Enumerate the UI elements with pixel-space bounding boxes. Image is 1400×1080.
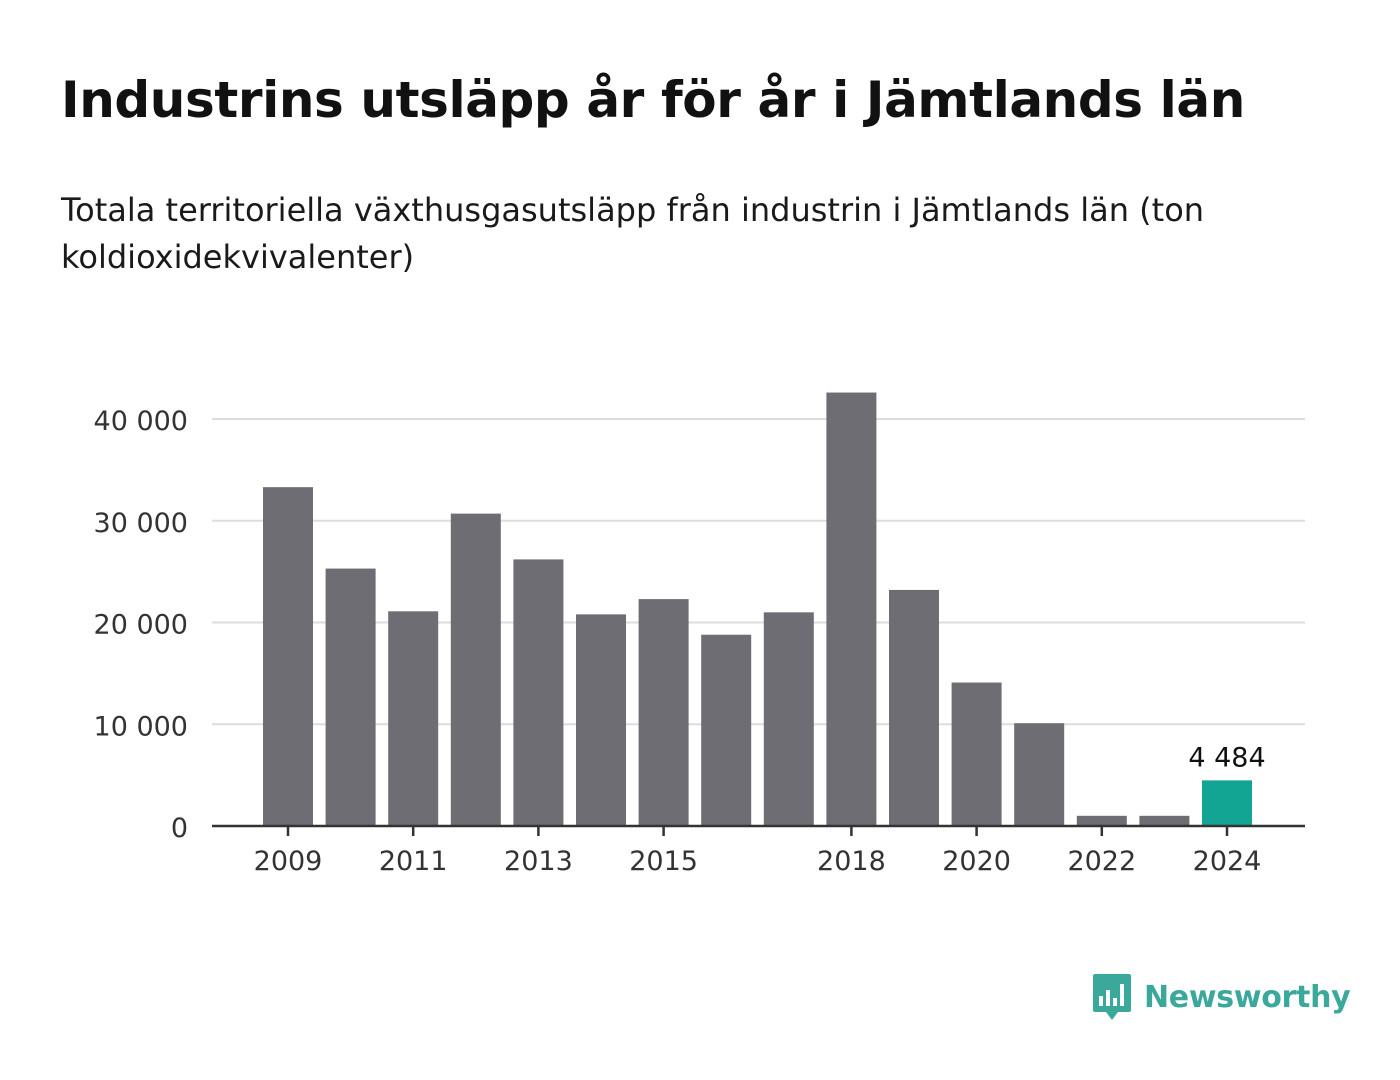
bar-2019 bbox=[889, 589, 939, 826]
bar-2021 bbox=[1014, 723, 1065, 826]
x-tick-label: 2011 bbox=[379, 846, 448, 877]
y-tick-label: 10 000 bbox=[94, 711, 188, 742]
bar-2020 bbox=[951, 682, 1002, 826]
bar-2017 bbox=[763, 612, 814, 826]
data-label: 4 484 bbox=[1188, 742, 1265, 773]
bar-2014 bbox=[576, 614, 626, 826]
x-tick-label: 2024 bbox=[1193, 846, 1262, 877]
chart-subtitle: Totala territoriella växthusgasutsläpp f… bbox=[61, 191, 1205, 276]
bar-2012 bbox=[450, 513, 501, 826]
x-tick-label: 2013 bbox=[504, 846, 573, 877]
y-tick-label: 30 000 bbox=[94, 508, 188, 539]
newsworthy-logo-icon bbox=[1093, 974, 1131, 1020]
y-tick-label: 20 000 bbox=[94, 610, 188, 641]
x-tick-label: 2018 bbox=[817, 846, 886, 877]
brand-name: Newsworthy bbox=[1144, 979, 1351, 1015]
bars bbox=[263, 392, 1252, 826]
bar-2022 bbox=[1076, 815, 1127, 826]
bar-2018 bbox=[826, 392, 877, 826]
y-tick-label: 0 bbox=[171, 813, 188, 844]
y-tick-label: 40 000 bbox=[94, 406, 188, 437]
gridlines bbox=[212, 418, 1305, 726]
bar-2011 bbox=[388, 611, 439, 826]
x-tick-label: 2022 bbox=[1067, 846, 1136, 877]
bar-2009 bbox=[263, 487, 313, 826]
newsworthy-logo: Newsworthy bbox=[1092, 972, 1351, 1022]
x-tick-label: 2020 bbox=[942, 846, 1011, 877]
chart-title: Industrins utsläpp år för år i Jämtlands… bbox=[61, 71, 1245, 129]
bar-2015 bbox=[638, 599, 689, 826]
bar-2023 bbox=[1139, 815, 1190, 826]
bar-2010 bbox=[325, 568, 376, 826]
x-tick-label: 2015 bbox=[629, 846, 698, 877]
axes bbox=[212, 824, 1305, 836]
bar-2016 bbox=[701, 634, 752, 826]
labels: 0 10 000 20 000 30 000 40 000 2009 2011 2013 201… bbox=[94, 406, 1266, 877]
bar-2013 bbox=[513, 559, 564, 826]
x-tick-label: 2009 bbox=[254, 846, 323, 877]
bar-2024 bbox=[1202, 780, 1252, 826]
